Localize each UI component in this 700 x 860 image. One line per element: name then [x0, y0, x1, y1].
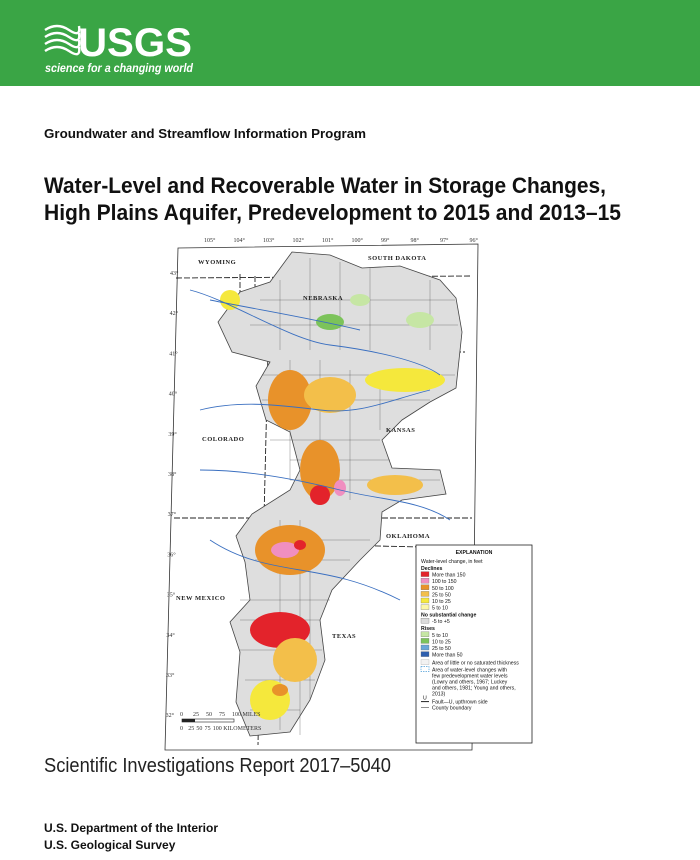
- scale-label: 50: [206, 712, 212, 718]
- latitude-label: 37°: [168, 511, 177, 518]
- legend-label: More than 50: [432, 653, 463, 659]
- scale-bar: [182, 719, 195, 722]
- legend-label: More than 150: [432, 573, 466, 579]
- legend-label: 25 to 50: [432, 646, 451, 652]
- longitude-label: 97°: [440, 237, 449, 244]
- legend-note: 2013): [432, 692, 446, 698]
- state-label: SOUTH DAKOTA: [368, 255, 426, 262]
- legend-swatch: [420, 584, 430, 590]
- legend-group: Rises: [421, 626, 435, 632]
- scale-label: 0: [180, 712, 183, 718]
- longitude-label: 101°: [322, 237, 334, 244]
- longitude-label: 104°: [234, 237, 246, 244]
- state-label: OKLAHOMA: [386, 533, 430, 540]
- legend-title: EXPLANATION: [456, 550, 493, 556]
- latitude-label: 39°: [168, 431, 177, 438]
- legend-note: Area of little or no saturated thickness: [432, 661, 519, 667]
- state-label: KANSAS: [386, 427, 415, 434]
- legend-swatch: [420, 578, 430, 584]
- header-band: [0, 0, 700, 86]
- legend-label: 25 to 50: [432, 592, 451, 598]
- latitude-label: 42°: [170, 310, 179, 317]
- legend-swatch: [420, 631, 430, 637]
- logo-text: USGS: [78, 21, 192, 65]
- legend-swatch: [420, 597, 430, 604]
- legend-swatch: [420, 604, 430, 610]
- legend-note: Fault—U, upthrown side: [432, 700, 488, 706]
- change-patches: [220, 290, 445, 720]
- legend-label: 5 to 10: [432, 633, 448, 639]
- scale-label: 25: [193, 712, 199, 718]
- scale-label: 50: [196, 726, 202, 732]
- legend-swatch: [420, 618, 430, 624]
- scale-label: 75: [219, 712, 225, 718]
- legend-heading: Water-level change, in feet: [421, 559, 483, 565]
- state-label: NEW MEXICO: [176, 595, 225, 602]
- report-number: Scientific Investigations Report 2017–50…: [44, 755, 391, 777]
- logo-waves: [44, 24, 81, 56]
- latitude-label: 34°: [166, 632, 175, 639]
- state-label: NEBRASKA: [303, 295, 343, 302]
- latitude-label: 41°: [169, 350, 178, 357]
- scale-label: 25: [188, 726, 194, 732]
- map: 105° 104° 103° 102° 101° 100° 99° 98° 97° 96° 43° 4…: [164, 237, 533, 751]
- legend-label: -5 to +5: [432, 619, 450, 625]
- legend-swatch: [420, 659, 430, 665]
- latitude-label: 36°: [167, 551, 176, 558]
- legend-swatch: [420, 638, 430, 644]
- legend-group: Declines: [421, 566, 442, 572]
- longitude-label: 102°: [293, 237, 305, 244]
- legend-swatch: [420, 644, 430, 651]
- scale-label: 100 KILOMETERS: [213, 726, 261, 732]
- longitude-label: 99°: [381, 237, 390, 244]
- latitude-label: 35°: [167, 592, 176, 599]
- longitude-label: 100°: [352, 237, 364, 244]
- legend-box: [415, 544, 533, 744]
- legend-swatch: [420, 651, 430, 657]
- tagline: science for a changing world: [45, 61, 194, 75]
- legend-label: 5 to 10: [432, 606, 448, 612]
- legend-label: 100 to 150: [432, 579, 457, 585]
- legend-note: Area of water-level changes with: [432, 668, 507, 674]
- legend-swatch: [420, 571, 430, 577]
- title-line: High Plains Aquifer, Predevelopment to 2…: [44, 200, 621, 225]
- legend-note: (Lowry and others, 1967; Luckey: [432, 680, 508, 686]
- legend-swatch: [420, 591, 430, 597]
- state-label: COLORADO: [202, 436, 244, 443]
- state-label: WYOMING: [198, 259, 236, 266]
- agency: U.S. Geological Survey: [44, 838, 176, 852]
- legend-group: No substantial change: [421, 613, 476, 619]
- legend-note: County boundary: [432, 706, 472, 712]
- legend-fault-mark: U: [423, 696, 427, 702]
- longitude-label: 96°: [470, 237, 479, 244]
- scale-label: 100 MILES: [232, 712, 261, 718]
- latitude-label: 33°: [166, 672, 175, 679]
- latitude-label: 32°: [166, 712, 175, 719]
- latitude-label: 38°: [168, 471, 177, 478]
- legend-swatch: [420, 666, 430, 672]
- legend-note: and others, 1981; Young and others,: [432, 686, 516, 692]
- scale-label: 75: [205, 726, 211, 732]
- legend-note: few predevelopment water levels: [432, 674, 508, 680]
- state-label: TEXAS: [332, 633, 356, 640]
- legend-label: 10 to 25: [432, 599, 451, 605]
- scale-label: 0: [180, 726, 183, 732]
- latitude-label: 40°: [169, 391, 178, 398]
- latitude-label: 43°: [170, 270, 179, 277]
- rivers: [189, 289, 451, 601]
- legend-label: 50 to 100: [432, 586, 454, 592]
- program: Groundwater and Streamflow Information P…: [44, 126, 366, 141]
- longitude-label: 103°: [263, 237, 275, 244]
- department: U.S. Department of the Interior: [44, 821, 218, 835]
- title-line: Water-Level and Recoverable Water in Sto…: [44, 173, 606, 198]
- longitude-label: 105°: [204, 237, 216, 244]
- legend-label: 10 to 25: [432, 639, 451, 645]
- longitude-label: 98°: [411, 237, 420, 244]
